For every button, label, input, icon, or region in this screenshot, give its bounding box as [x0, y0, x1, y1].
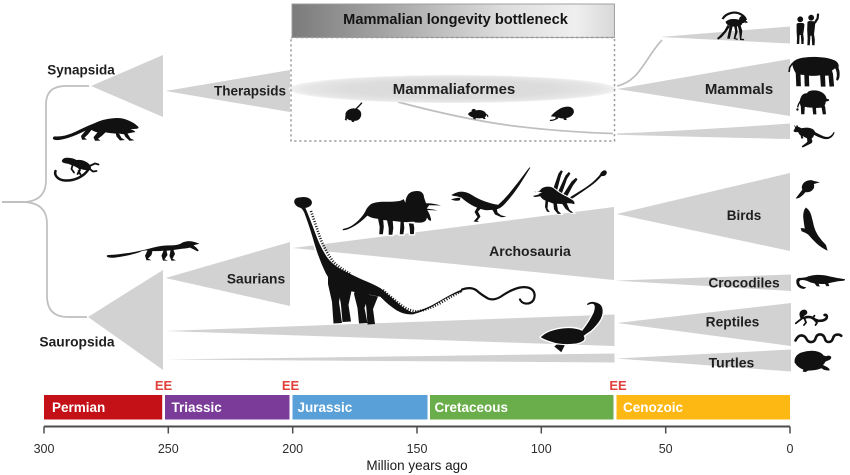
svg-text:Permian: Permian	[52, 400, 105, 415]
svg-text:Mammaliaformes: Mammaliaformes	[393, 81, 516, 98]
svg-text:200: 200	[282, 442, 303, 456]
svg-text:EE: EE	[609, 378, 627, 393]
svg-text:Cretaceous: Cretaceous	[435, 400, 509, 415]
svg-text:EE: EE	[155, 378, 173, 393]
svg-text:Mammals: Mammals	[705, 81, 773, 98]
svg-text:Reptiles: Reptiles	[706, 315, 760, 330]
svg-text:0: 0	[787, 442, 794, 456]
svg-text:50: 50	[659, 442, 673, 456]
svg-text:Therapsids: Therapsids	[214, 84, 286, 99]
svg-text:Triassic: Triassic	[172, 400, 223, 415]
svg-text:Archosauria: Archosauria	[489, 243, 571, 259]
svg-text:Jurassic: Jurassic	[298, 400, 353, 415]
svg-text:Cenozoic: Cenozoic	[623, 400, 683, 415]
svg-text:300: 300	[34, 442, 55, 456]
svg-text:Saurians: Saurians	[227, 272, 286, 287]
svg-text:Million years ago: Million years ago	[366, 458, 467, 473]
svg-text:Synapsida: Synapsida	[47, 63, 115, 78]
svg-text:Turtles: Turtles	[709, 355, 755, 371]
svg-text:Mammalian longevity bottleneck: Mammalian longevity bottleneck	[343, 12, 569, 28]
svg-text:Sauropsida: Sauropsida	[39, 335, 114, 350]
svg-text:250: 250	[158, 442, 179, 456]
svg-text:100: 100	[531, 442, 552, 456]
svg-text:150: 150	[407, 442, 428, 456]
svg-text:Birds: Birds	[727, 208, 762, 223]
svg-text:EE: EE	[282, 378, 300, 393]
svg-text:Crocodiles: Crocodiles	[708, 276, 780, 291]
